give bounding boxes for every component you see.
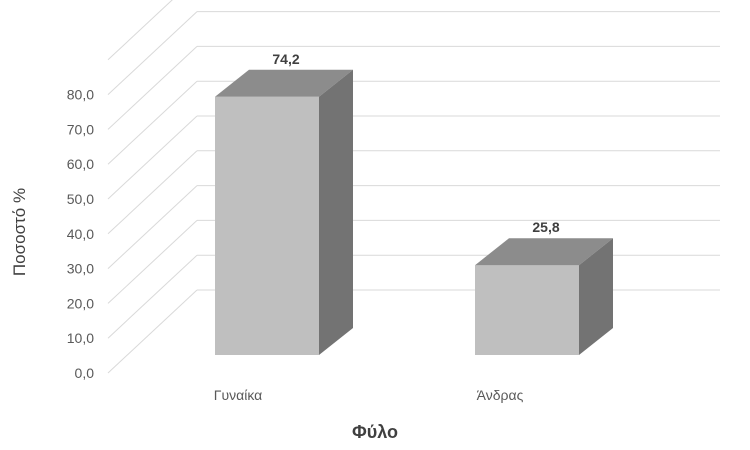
x-category-label: Άνδρας (477, 387, 524, 403)
gridline-depth (107, 46, 198, 130)
data-label: 74,2 (272, 51, 299, 67)
x-axis-categories: Γυναίκα Άνδρας (214, 387, 524, 403)
y-tick-label: 20,0 (67, 295, 94, 311)
bar-top (475, 238, 613, 266)
bar (215, 69, 353, 355)
gridline-depth (107, 289, 198, 374)
y-tick-label: 50,0 (67, 191, 94, 207)
gridline-depth (107, 220, 198, 304)
y-tick-label: 40,0 (67, 226, 94, 242)
gridline-depth (107, 254, 198, 339)
bar-front (475, 265, 579, 355)
gridline-depth (107, 0, 173, 61)
bar-top (215, 69, 353, 97)
gridline-depth (107, 80, 198, 165)
y-axis-ticks: 0,0 10,0 20,0 30,0 40,0 50,0 60,0 70,0 80,0 (67, 87, 94, 381)
gridlines (107, 0, 720, 374)
bar-front (215, 96, 319, 355)
bar-side (579, 238, 613, 355)
y-tick-label: 30,0 (67, 261, 94, 277)
x-category-label: Γυναίκα (214, 387, 263, 403)
y-tick-label: 0,0 (75, 365, 95, 381)
y-tick-label: 70,0 (67, 121, 94, 137)
y-tick-label: 60,0 (67, 156, 94, 172)
gridline-depth (107, 185, 198, 269)
gridline-depth (107, 115, 198, 200)
bar (475, 238, 613, 355)
gridline-depth (107, 150, 198, 235)
bar-side (319, 69, 353, 355)
gridline-depth (107, 11, 198, 95)
y-tick-label: 10,0 (67, 330, 94, 346)
bars (215, 69, 613, 355)
data-label: 25,8 (532, 219, 559, 235)
x-axis-title: Φύλο (352, 422, 398, 442)
y-tick-label: 80,0 (67, 87, 94, 103)
y-axis-title: Ποσοστό % (10, 188, 29, 276)
data-labels: 74,2 25,8 (272, 51, 559, 235)
